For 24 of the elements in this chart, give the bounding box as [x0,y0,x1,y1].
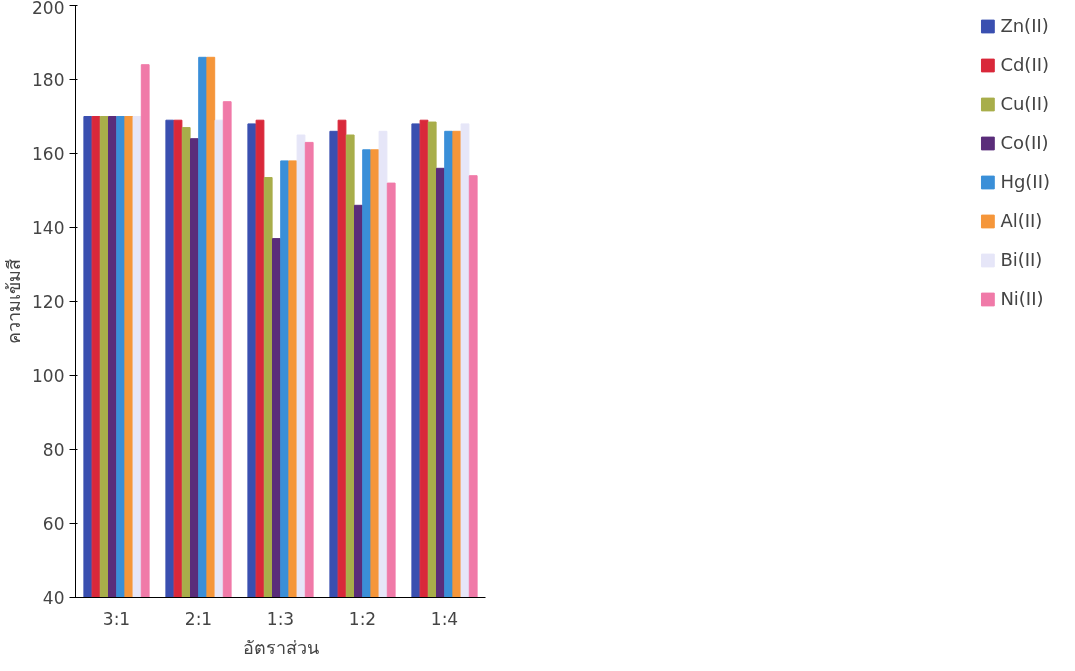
legend-label: Bi(II) [1000,249,1043,270]
y-tick-label: 100 [32,366,65,386]
x-tick-label: 2:1 [184,608,213,629]
y-tick-label: 120 [32,292,65,312]
y-tick-label: 80 [42,440,65,460]
x-tick-label: 1:4 [430,608,459,629]
x-tick-label: 1:3 [266,608,295,629]
y-tick-label: 140 [32,218,65,238]
x-tick-label: 1:2 [348,608,377,629]
legend-label: Al(II) [1000,210,1043,231]
legend-label: Co(II) [1000,132,1049,153]
y-tick-label: 160 [32,144,65,164]
x-tick-label: 3:1 [102,608,131,629]
legend-label: Cu(II) [1000,93,1050,114]
legend-label: Zn(II) [1000,15,1049,36]
y-tick-label: 60 [42,514,65,534]
y-tick-label: 200 [32,0,65,18]
x-axis-title: อัตราส่วน [242,636,319,658]
legend-label: Cd(II) [1000,54,1050,75]
y-tick-label: 40 [42,588,65,608]
legend-label: Ni(II) [1000,288,1044,309]
y-tick-label: 180 [32,70,65,90]
y-axis-title: ความเข้มสี [3,259,25,344]
legend-label: Hg(II) [1000,171,1050,192]
